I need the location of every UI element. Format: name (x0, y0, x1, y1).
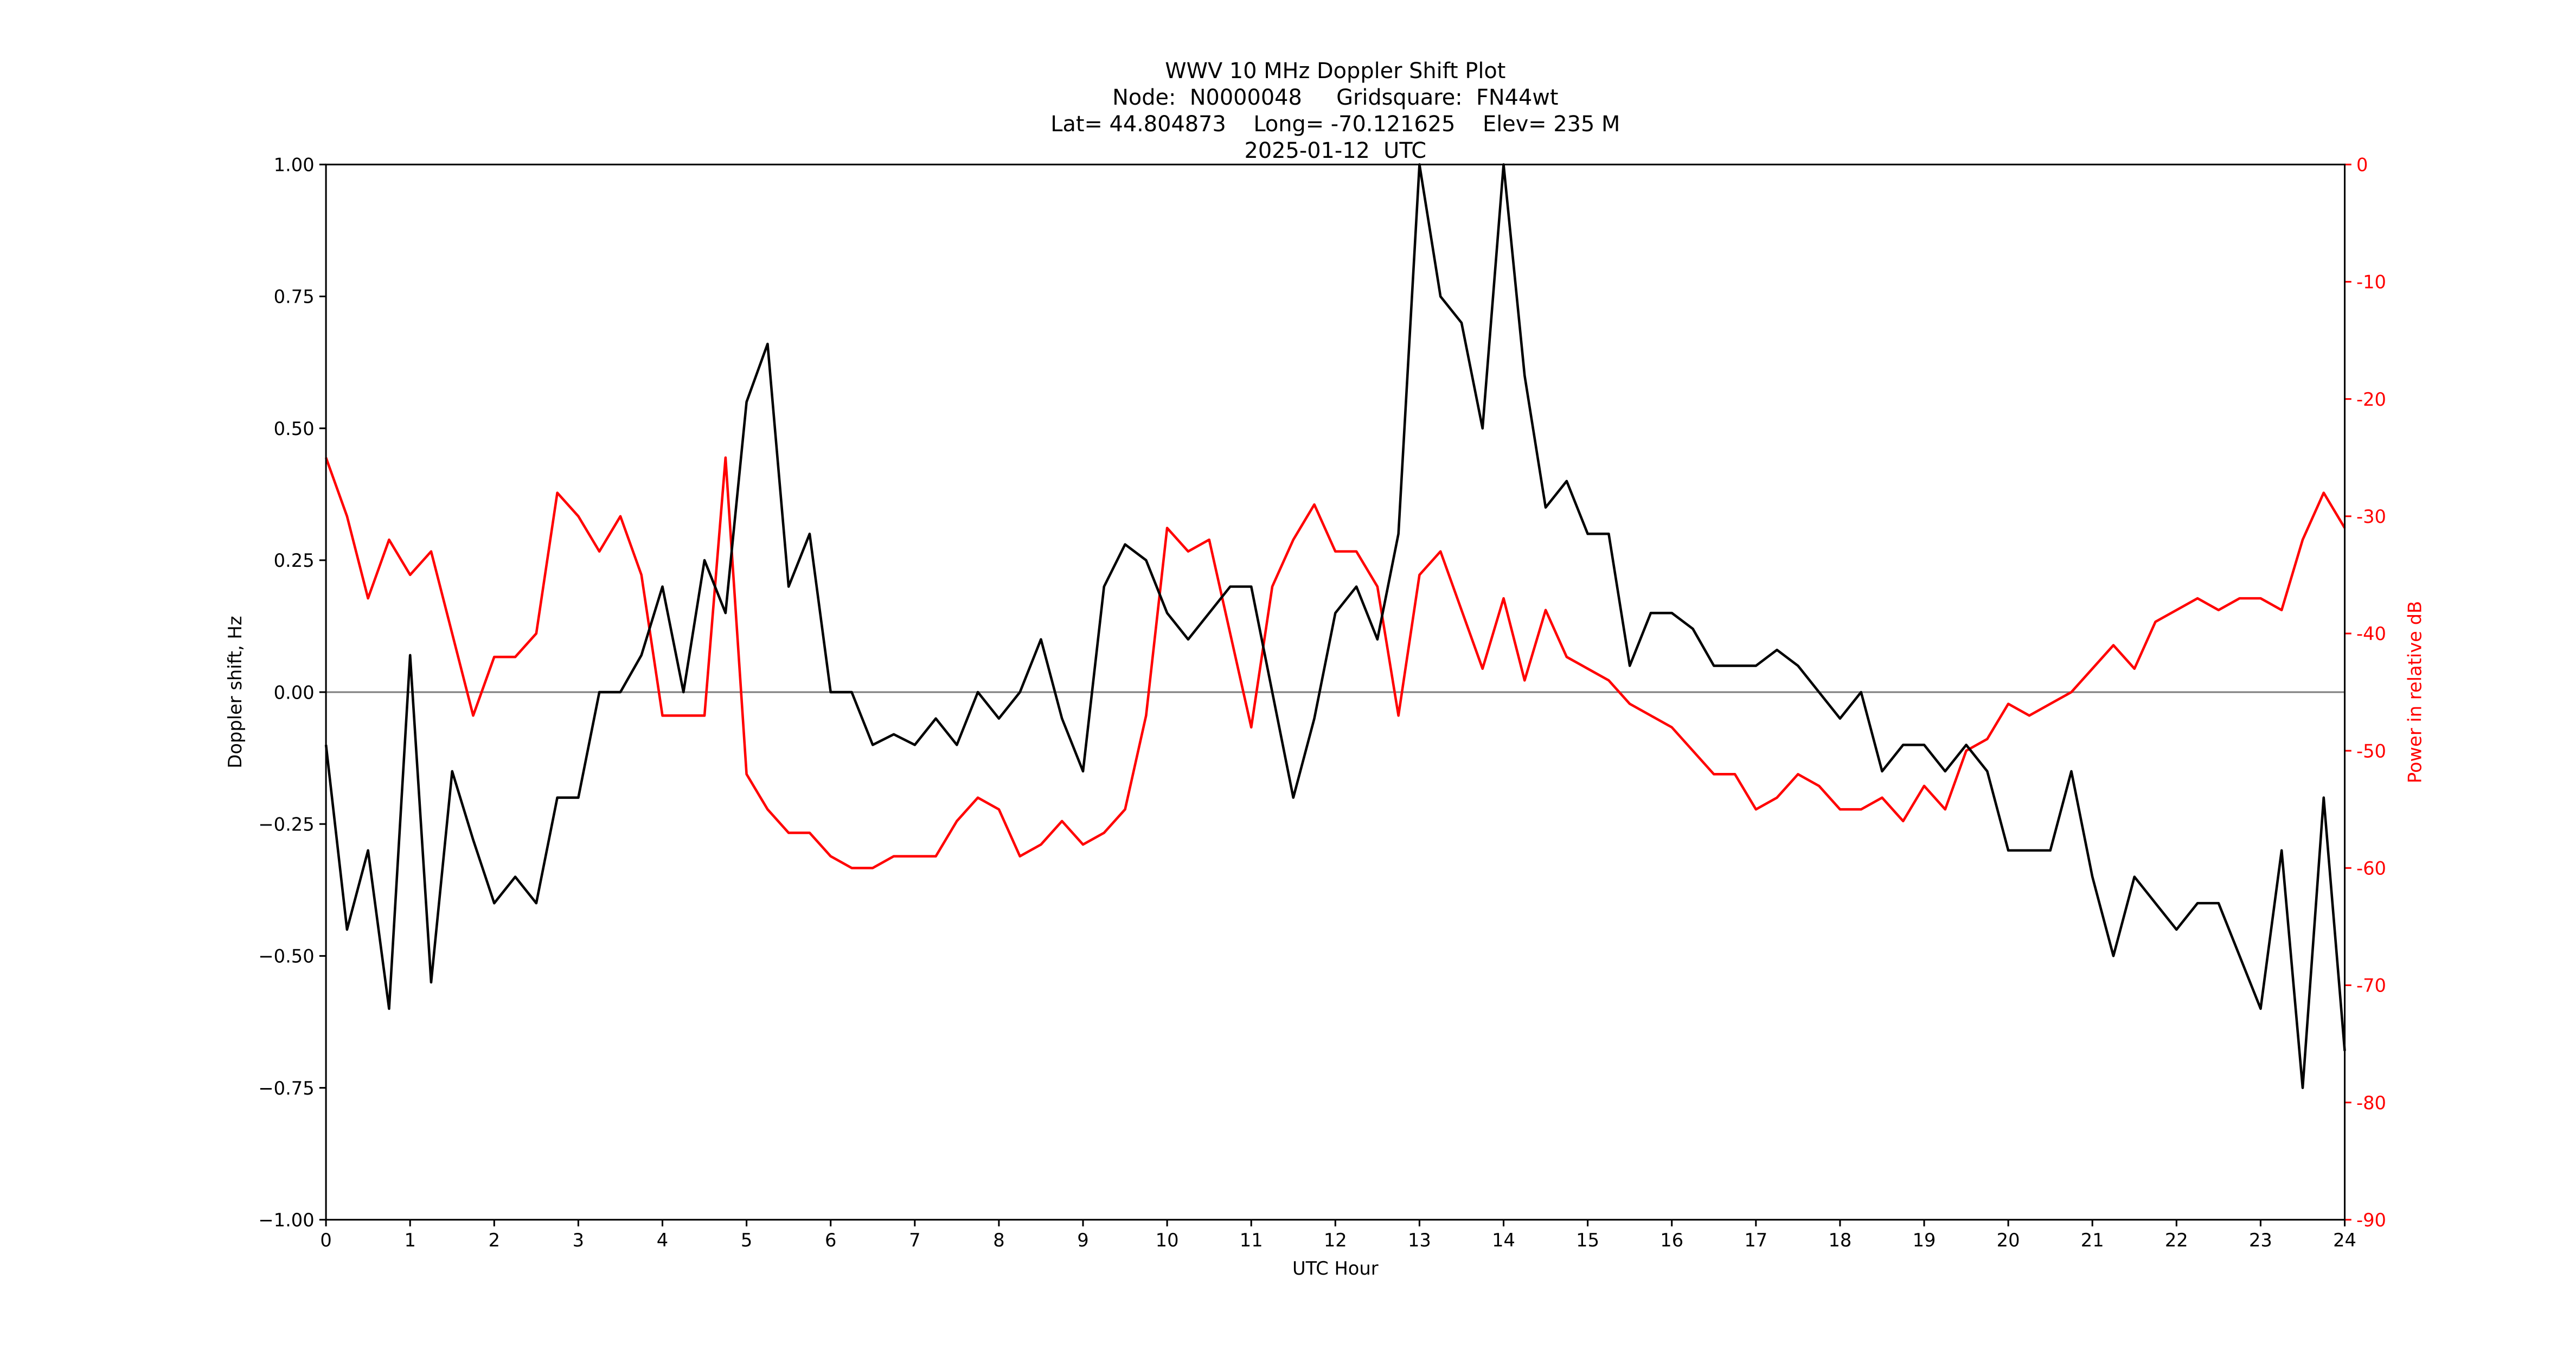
y-axis-label: Doppler shift, Hz (225, 616, 246, 768)
y2-tick-label: 0 (2356, 155, 2368, 176)
x-tick-label: 5 (741, 1230, 752, 1251)
y2-tick-label: -80 (2356, 1092, 2386, 1114)
y-tick-label: −0.50 (258, 946, 314, 967)
x-tick-label: 6 (825, 1230, 836, 1251)
x-axis-label: UTC Hour (1292, 1258, 1379, 1279)
y2-axis-label: Power in relative dB (2404, 601, 2425, 783)
y2-tick-label: -70 (2356, 975, 2386, 996)
y-tick-label: −1.00 (258, 1210, 314, 1231)
y2-tick-label: -90 (2356, 1210, 2386, 1231)
series-line (324, 163, 2346, 1089)
chart-title: WWV 10 MHz Doppler Shift Plot (1165, 59, 1505, 84)
y-tick-label: −0.75 (258, 1078, 314, 1099)
chart-title: Node: N0000048 Gridsquare: FN44wt (1112, 85, 1558, 110)
y2-tick-label: -30 (2356, 506, 2386, 527)
x-tick-label: 14 (1492, 1230, 1515, 1251)
chart-title: Lat= 44.804873 Long= -70.121625 Elev= 23… (1050, 112, 1620, 137)
y2-tick-label: -50 (2356, 740, 2386, 762)
y-tick-label: 0.00 (274, 682, 315, 703)
y-tick-label: −0.25 (258, 814, 314, 835)
x-tick-label: 13 (1408, 1230, 1431, 1251)
y2-tick-label: -40 (2356, 623, 2386, 644)
y-tick-label: 0.50 (274, 418, 315, 439)
x-tick-label: 8 (993, 1230, 1004, 1251)
y2-tick-label: -10 (2356, 272, 2386, 293)
x-tick-label: 16 (1660, 1230, 1683, 1251)
x-tick-label: 3 (573, 1230, 584, 1251)
x-tick-label: 22 (2165, 1230, 2188, 1251)
x-tick-label: 7 (909, 1230, 920, 1251)
x-tick-label: 11 (1240, 1230, 1263, 1251)
x-tick-label: 4 (657, 1230, 668, 1251)
x-tick-label: 12 (1324, 1230, 1347, 1251)
chart-title: 2025-01-12 UTC (1245, 138, 1427, 163)
x-tick-label: 24 (2333, 1230, 2356, 1251)
x-tick-label: 9 (1077, 1230, 1088, 1251)
y-tick-label: 0.25 (274, 550, 315, 571)
x-tick-label: 2 (489, 1230, 500, 1251)
plot-frame (325, 163, 2346, 1221)
y2-tick-label: -60 (2356, 858, 2386, 879)
x-tick-label: 19 (1913, 1230, 1936, 1251)
x-tick-label: 10 (1156, 1230, 1179, 1251)
x-tick-label: 0 (320, 1230, 331, 1251)
x-tick-label: 23 (2249, 1230, 2272, 1251)
x-tick-label: 15 (1576, 1230, 1599, 1251)
x-tick-label: 18 (1828, 1230, 1851, 1251)
series-line (324, 456, 2346, 869)
x-tick-label: 21 (2081, 1230, 2104, 1251)
x-tick-label: 17 (1744, 1230, 1767, 1251)
x-tick-label: 1 (404, 1230, 415, 1251)
y-tick-label: 0.75 (274, 286, 315, 308)
x-tick-label: 20 (1997, 1230, 2020, 1251)
y2-tick-label: -20 (2356, 389, 2386, 410)
y-tick-label: 1.00 (274, 155, 315, 176)
